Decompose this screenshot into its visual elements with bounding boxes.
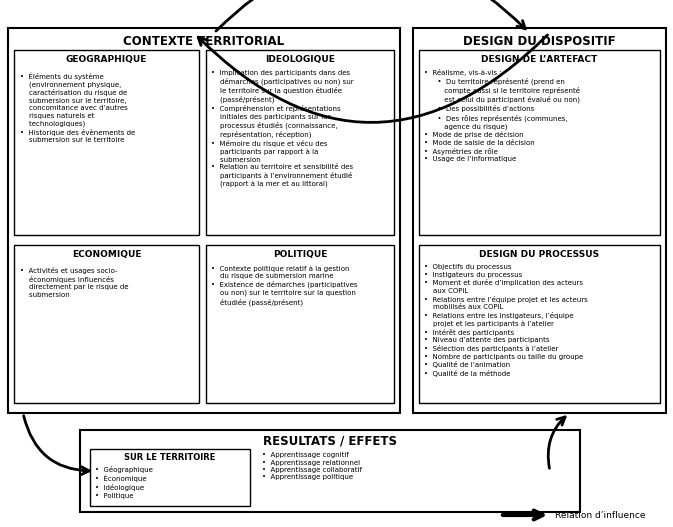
Text: •  Géographique
•  Économique
•  Idéologique
•  Politique: • Géographique • Économique • Idéologiqu… [95,466,153,499]
Text: •  Activités et usages socio-
    économiques influencés
    directement par le : • Activités et usages socio- économiques… [20,267,129,298]
Text: RESULTATS / EFFETS: RESULTATS / EFFETS [263,435,397,448]
Text: DESIGN DU PROCESSUS: DESIGN DU PROCESSUS [479,250,600,259]
Bar [419,50,660,235]
Bar [413,28,666,413]
Text: Relation d’influence: Relation d’influence [555,511,645,520]
Text: •  Éléments du système
    (environnement physique,
    caractérisation du risqu: • Éléments du système (environnement phy… [20,72,135,143]
Bar [14,50,199,235]
Text: •  Contexte politique relatif à la gestion
    du risque de submersion marine
• : • Contexte politique relatif à la gestio… [211,265,357,306]
Text: CONTEXTE TERRITORIAL: CONTEXTE TERRITORIAL [123,35,285,48]
Text: POLITIQUE: POLITIQUE [273,250,327,259]
Text: •  Objectifs du processus
•  Instigateurs du processus
•  Moment et durée d’impl: • Objectifs du processus • Instigateurs … [424,264,588,377]
Bar [80,430,580,512]
Bar [8,28,400,413]
Bar [419,245,660,403]
Text: •  Implication des participants dans des
    démarches (participatives ou non) s: • Implication des participants dans des … [211,70,353,188]
Bar [90,449,250,506]
Text: IDEOLOGIQUE: IDEOLOGIQUE [265,55,335,64]
Text: DESIGN DE L’ARTEFACT: DESIGN DE L’ARTEFACT [481,55,598,64]
Text: DESIGN DU DISPOSITIF: DESIGN DU DISPOSITIF [463,35,616,48]
Text: ECONOMIQUE: ECONOMIQUE [72,250,141,259]
Bar [14,245,199,403]
Text: •  Apprentissage cognitif
•  Apprentissage relationnel
•  Apprentissage collabor: • Apprentissage cognitif • Apprentissage… [262,452,362,481]
Text: GEOGRAPHIQUE: GEOGRAPHIQUE [66,55,147,64]
Text: SUR LE TERRITOIRE: SUR LE TERRITOIRE [125,453,215,462]
Bar [206,50,394,235]
Text: •  Réalisme, vis-à-vis :
      •  Du territoire représenté (prend en
         co: • Réalisme, vis-à-vis : • Du territoire … [424,69,580,162]
Bar [206,245,394,403]
